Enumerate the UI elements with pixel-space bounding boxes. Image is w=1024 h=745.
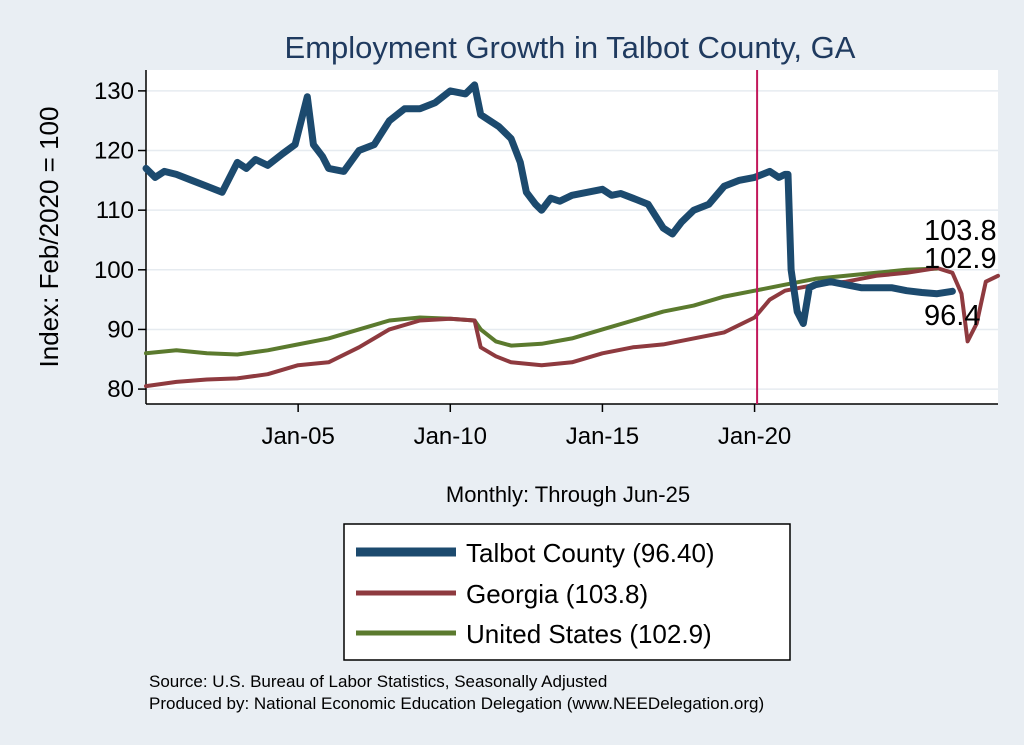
x-tick-label-Jan-10: Jan-10 bbox=[414, 423, 487, 450]
gridlines bbox=[146, 90, 998, 390]
legend-label-georgia: Georgia (103.8) bbox=[466, 579, 648, 609]
y-tick-label-110: 110 bbox=[96, 197, 134, 224]
end-label-103.8: 103.8 bbox=[924, 215, 997, 247]
end-label-102.9: 102.9 bbox=[924, 243, 997, 275]
y-tick-label-120: 120 bbox=[94, 138, 134, 165]
y-axis-label: Index: Feb/2020 = 100 bbox=[34, 107, 64, 368]
legend-label-united-states: United States (102.9) bbox=[466, 619, 712, 649]
y-axis-ticks: 80 90 100 110 120 130 bbox=[94, 78, 146, 403]
legend: Talbot County (96.40) Georgia (103.8) Un… bbox=[343, 523, 791, 661]
series-line-talbot bbox=[142, 81, 956, 327]
end-label-96.4: 96.4 bbox=[924, 300, 980, 332]
axes bbox=[145, 70, 998, 405]
chart-title: Employment Growth in Talbot County, GA bbox=[285, 30, 856, 65]
produced-by-note: Produced by: National Economic Education… bbox=[149, 694, 764, 713]
y-tick-label-80: 80 bbox=[107, 376, 134, 403]
y-tick-label-130: 130 bbox=[94, 78, 134, 105]
x-tick-label-Jan-05: Jan-05 bbox=[261, 423, 334, 450]
y-tick-label-100: 100 bbox=[94, 257, 134, 284]
y-tick-label-90: 90 bbox=[107, 316, 134, 343]
series-lines bbox=[142, 81, 1000, 389]
series-line-georgia bbox=[144, 266, 1000, 389]
x-axis-ticks: Jan-05 Jan-10 Jan-15 Jan-20 bbox=[261, 404, 791, 450]
plot-area bbox=[146, 70, 998, 404]
legend-label-talbot: Talbot County (96.40) bbox=[466, 538, 715, 568]
x-tick-label-Jan-15: Jan-15 bbox=[566, 423, 639, 450]
x-axis-label: Monthly: Through Jun-25 bbox=[446, 482, 690, 507]
source-note: Source: U.S. Bureau of Labor Statistics,… bbox=[149, 672, 607, 691]
x-tick-label-Jan-20: Jan-20 bbox=[718, 423, 791, 450]
